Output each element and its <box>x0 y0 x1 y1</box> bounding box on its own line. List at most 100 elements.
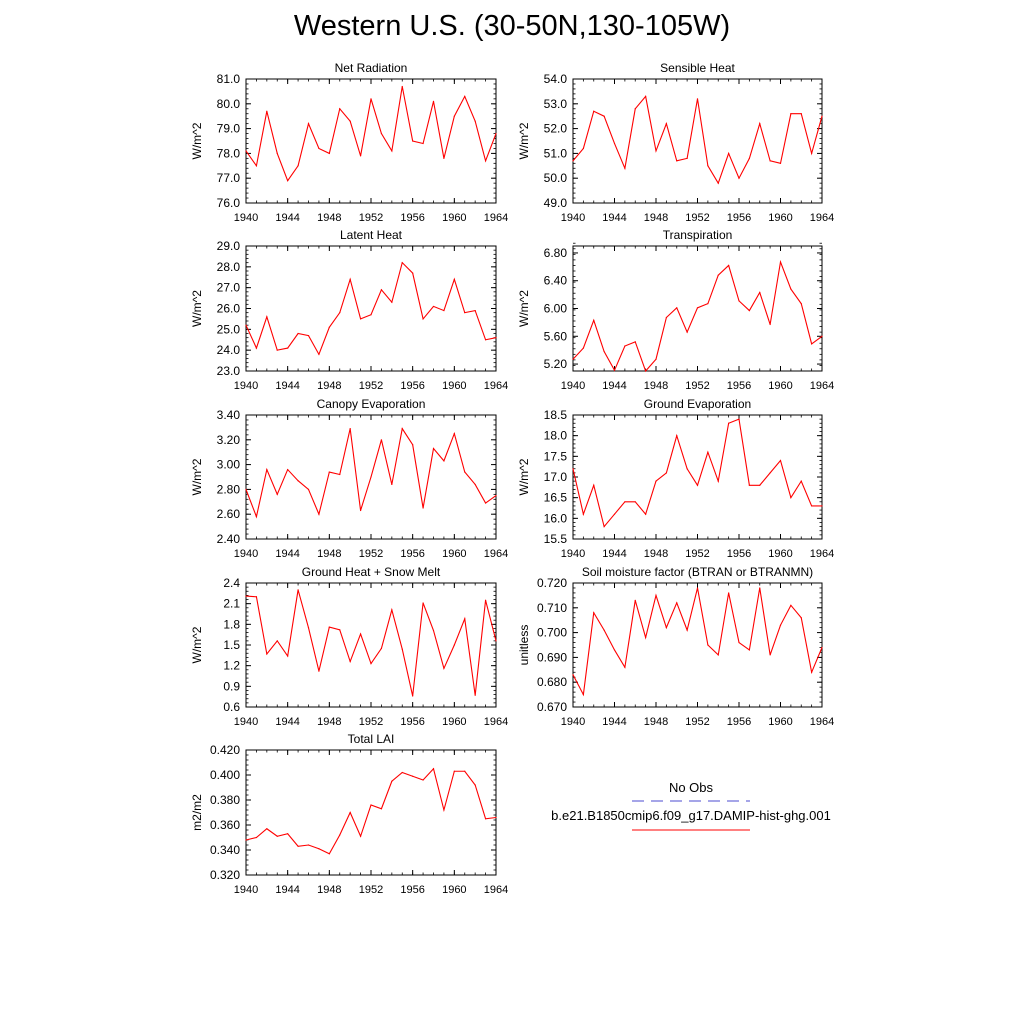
data-point <box>495 337 497 339</box>
data-point <box>349 278 351 280</box>
data-point <box>696 98 699 100</box>
data-point <box>696 307 699 309</box>
data-point <box>769 472 771 474</box>
data-point <box>582 147 584 150</box>
data-point <box>349 811 351 814</box>
y-axis-label: W/m^2 <box>190 122 204 159</box>
data-point <box>484 502 487 504</box>
data-point <box>443 667 445 670</box>
y-tick-label: 18.5 <box>544 408 568 422</box>
data-point <box>380 439 383 441</box>
y-tick-label: 18.0 <box>544 429 568 443</box>
data-point <box>748 484 750 486</box>
x-tick-label: 1964 <box>810 212 834 224</box>
x-tick-label: 1952 <box>359 884 383 896</box>
x-tick-label: 1956 <box>400 716 424 728</box>
y-tick-label: 23.0 <box>217 364 241 378</box>
data-point <box>790 497 792 499</box>
data-point <box>495 495 497 497</box>
y-tick-label: 81.0 <box>217 72 241 86</box>
y-tick-label: 2.80 <box>217 482 241 496</box>
data-point <box>276 349 278 351</box>
panel-title: Net Radiation <box>335 61 408 75</box>
y-tick-label: 17.0 <box>544 470 568 484</box>
y-tick-label: 0.680 <box>537 675 567 689</box>
data-point <box>484 599 487 601</box>
chart-panel-2: 1940 1944 1948 1952 1956 1960 1964 49.0 50.0 51.0… <box>517 61 834 224</box>
data-point <box>359 633 362 635</box>
x-tick-label: 1940 <box>234 548 258 560</box>
data-point <box>821 115 823 117</box>
data-point <box>422 779 424 781</box>
x-tick-label: 1944 <box>602 716 626 728</box>
y-axis-label: W/m^2 <box>190 458 204 495</box>
data-point <box>634 599 636 601</box>
data-point <box>287 468 289 471</box>
panel-title: Sensible Heat <box>660 61 735 75</box>
y-tick-label: 2.40 <box>217 532 241 546</box>
data-point <box>495 132 497 135</box>
legend-label-no-obs: No Obs <box>669 780 714 795</box>
y-axis-label: W/m^2 <box>190 290 204 327</box>
data-point <box>707 644 709 646</box>
chart-panel-5: 1940 1944 1948 1952 1956 1960 1964 2.40 2.60 2.80… <box>190 397 508 560</box>
data-point <box>748 649 750 651</box>
y-tick-label: 0.360 <box>210 818 240 832</box>
y-tick-label: 24.0 <box>217 343 241 357</box>
data-point <box>464 312 466 314</box>
data-point <box>307 627 310 629</box>
data-point <box>676 435 678 437</box>
data-point <box>370 804 372 806</box>
x-tick-label: 1948 <box>317 716 341 728</box>
x-tick-label: 1952 <box>685 548 709 560</box>
x-tick-label: 1944 <box>602 212 626 224</box>
panel-title: Total LAI <box>348 732 395 746</box>
y-tick-label: 26.0 <box>217 302 241 316</box>
data-point <box>464 618 466 620</box>
data-point <box>655 358 657 360</box>
data-point <box>391 780 393 782</box>
panel-title: Ground Heat + Snow Melt <box>302 565 441 579</box>
data-point <box>603 629 605 631</box>
data-point <box>728 152 730 154</box>
x-tick-label: 1940 <box>561 212 585 224</box>
x-tick-label: 1956 <box>400 380 424 392</box>
data-point <box>422 318 424 320</box>
data-point <box>582 513 584 515</box>
x-tick-label: 1952 <box>685 716 709 728</box>
data-point <box>738 300 740 302</box>
x-tick-label: 1940 <box>561 548 585 560</box>
data-point <box>307 334 310 337</box>
data-point <box>495 816 497 819</box>
data-point <box>328 152 330 154</box>
data-point <box>790 288 792 290</box>
data-point <box>359 835 362 837</box>
chart-panel-1: 1940 1944 1948 1952 1956 1960 1964 76.0 77.0 78.0… <box>190 61 508 224</box>
data-point <box>572 468 574 470</box>
data-point <box>484 818 487 820</box>
series-line <box>572 418 822 528</box>
data-point <box>474 120 476 122</box>
data-point <box>613 513 616 515</box>
data-point <box>287 180 289 182</box>
x-tick-label: 1964 <box>810 716 834 728</box>
data-point <box>339 834 341 836</box>
data-point <box>613 142 616 145</box>
x-tick-label: 1952 <box>359 380 383 392</box>
y-tick-label: 29.0 <box>217 239 241 253</box>
x-tick-label: 1940 <box>561 716 585 728</box>
data-point <box>287 655 289 657</box>
data-point <box>634 341 636 343</box>
plot-frame <box>245 582 497 708</box>
data-point <box>359 318 362 320</box>
x-tick-label: 1948 <box>317 380 341 392</box>
x-tick-label: 1940 <box>234 212 258 224</box>
data-point <box>769 323 771 326</box>
x-tick-label: 1952 <box>359 716 383 728</box>
data-point <box>412 775 414 777</box>
x-tick-label: 1948 <box>317 548 341 560</box>
data-point <box>676 602 678 604</box>
y-tick-label: 51.0 <box>544 146 568 160</box>
y-tick-label: 5.20 <box>544 357 568 371</box>
data-point <box>266 468 268 471</box>
